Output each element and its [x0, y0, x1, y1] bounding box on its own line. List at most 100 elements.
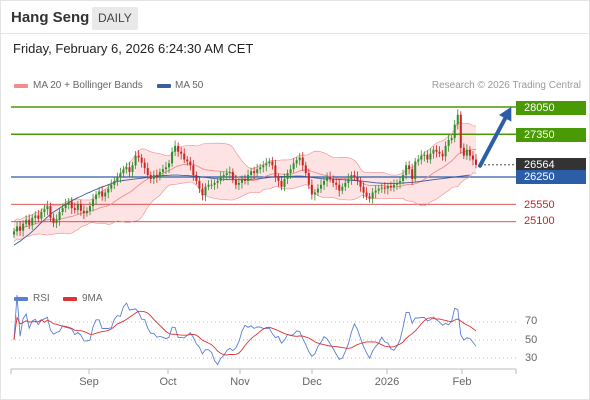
candle-body: [164, 167, 167, 170]
x-tick-label: Feb: [452, 376, 472, 388]
header-divider: [0, 33, 590, 34]
candle-body: [383, 187, 386, 189]
candle-body: [286, 173, 289, 179]
candle-body: [125, 167, 128, 170]
candle-body: [289, 169, 292, 174]
candle-body: [79, 204, 82, 211]
candle-body: [304, 165, 307, 174]
candle-body: [55, 219, 58, 223]
candle-body: [73, 208, 76, 211]
candle-body: [134, 155, 137, 166]
bollinger-lower-line: [13, 172, 477, 242]
candle-body: [143, 162, 146, 169]
candle-body: [447, 140, 450, 146]
candle-body: [414, 161, 417, 179]
candle-body: [259, 167, 262, 170]
candle-body: [268, 161, 271, 164]
candle-body: [365, 192, 368, 197]
candle-body: [137, 155, 140, 158]
forecast-arrow-shaft: [478, 111, 510, 168]
candle-body: [456, 114, 459, 125]
candle-body: [274, 165, 277, 177]
candle-body: [347, 178, 350, 183]
candle-body: [280, 180, 283, 187]
candle-body: [177, 145, 180, 152]
pivot-label: 26250: [516, 170, 586, 184]
candle-body: [471, 155, 474, 160]
candle-body: [323, 180, 326, 185]
candle-body: [240, 178, 243, 183]
resistance-1-label: 27350: [516, 128, 586, 142]
candle-body: [344, 182, 347, 187]
candle-body: [207, 184, 210, 187]
candle-body: [377, 188, 380, 191]
candle-body: [40, 212, 43, 219]
candle-body: [70, 201, 73, 209]
ma20-legend-label: MA 20 + Bollinger Bands: [33, 80, 143, 91]
candle-body: [438, 151, 441, 154]
candle-body: [402, 175, 405, 181]
candle-body: [329, 177, 332, 179]
candle-body: [82, 210, 85, 214]
candle-body: [31, 217, 34, 225]
candle-body: [183, 153, 186, 160]
rsi-ma-line: [13, 310, 477, 356]
candle-body: [380, 187, 383, 189]
candle-body: [152, 175, 155, 179]
candle-body: [168, 163, 171, 168]
candle-body: [225, 173, 228, 176]
candle-body: [219, 177, 222, 181]
candle-body: [435, 149, 438, 152]
timeframe-badge[interactable]: DAILY: [92, 7, 138, 30]
candle-body: [475, 159, 477, 165]
candle-body: [85, 210, 88, 214]
rsi-line: [13, 294, 477, 366]
candle-body: [213, 182, 216, 185]
candle-body: [216, 180, 219, 183]
x-tick-label: Sep: [79, 376, 99, 388]
candle-body: [465, 149, 468, 156]
candle-body: [146, 168, 149, 176]
candle-body: [195, 175, 198, 181]
candle-body: [88, 206, 91, 211]
osc-level-70: 70: [525, 315, 538, 327]
ma20-legend-swatch: [14, 84, 28, 88]
candle-body: [250, 171, 253, 176]
osc-level-50: 50: [525, 334, 538, 346]
candle-body: [417, 159, 420, 162]
candle-body: [116, 177, 119, 181]
x-tick-label: Dec: [302, 376, 322, 388]
source-credit: Research © 2026 Trading Central: [431, 80, 581, 91]
ma50-legend-swatch: [157, 84, 171, 88]
candle-body: [359, 180, 362, 187]
candle-body: [295, 160, 298, 164]
candle-body: [277, 177, 280, 181]
rsi-ma-legend-label: 9MA: [82, 293, 103, 304]
candle-body: [307, 173, 310, 185]
candle-body: [64, 204, 67, 209]
candle-body: [61, 208, 64, 212]
candle-body: [368, 196, 371, 199]
report-datetime: Friday, February 6, 2026 6:24:30 AM CET: [13, 41, 254, 56]
candle-body: [25, 219, 28, 224]
candle-body: [326, 177, 329, 181]
candle-body: [332, 178, 335, 183]
candle-body: [462, 147, 465, 156]
candle-body: [46, 206, 49, 210]
candle-body: [58, 212, 61, 220]
candle-body: [244, 178, 246, 181]
bollinger-upper-line: [13, 121, 477, 222]
candle-body: [174, 145, 177, 152]
candle-body: [420, 155, 423, 160]
candle-body: [95, 194, 98, 200]
candle-body: [316, 188, 319, 193]
candle-body: [171, 151, 174, 164]
candle-body: [399, 180, 402, 183]
osc-level-30: 30: [525, 352, 538, 364]
forecast-arrow-head: [499, 106, 512, 122]
candle-body: [22, 223, 25, 231]
candle-body: [189, 161, 192, 166]
candle-body: [186, 159, 189, 162]
candle-body: [408, 165, 411, 170]
